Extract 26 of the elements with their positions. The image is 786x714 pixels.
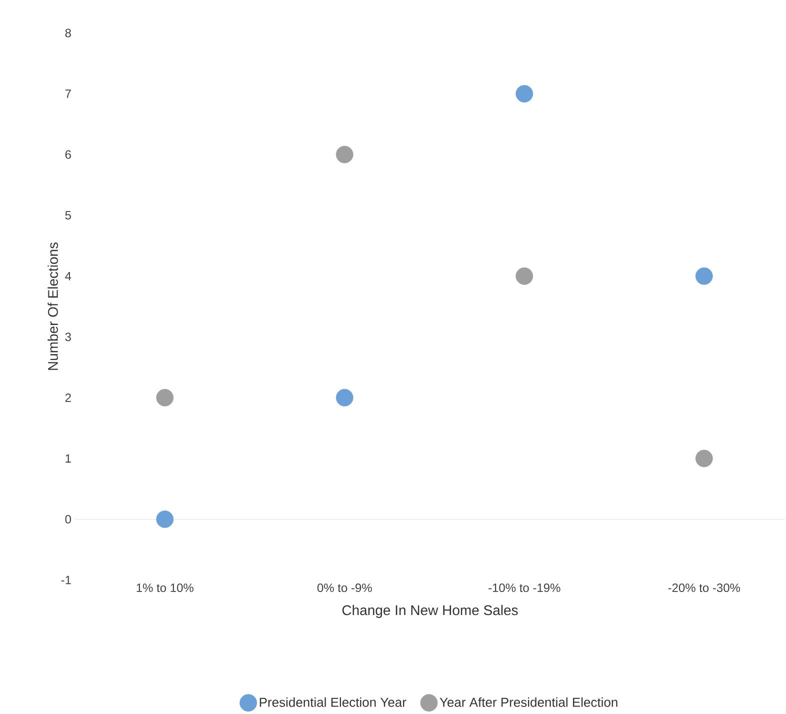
y-tick-label: 5 bbox=[65, 211, 71, 220]
x-tick-label: 1% to 10% bbox=[136, 584, 194, 592]
point bbox=[336, 388, 354, 406]
x-tick-label: -20% to -30% bbox=[668, 584, 740, 592]
point bbox=[695, 267, 713, 285]
point bbox=[695, 450, 713, 468]
y-tick-label: 1 bbox=[66, 454, 71, 463]
y-tick-label: 8 bbox=[65, 28, 71, 38]
legend-label: Presidential Election Year bbox=[260, 697, 406, 707]
x-tick-label: -10% to -19% bbox=[488, 584, 560, 592]
y-tick-label: 0 bbox=[65, 514, 72, 524]
point bbox=[156, 388, 174, 406]
point bbox=[516, 267, 534, 285]
y-tick-label: 7 bbox=[65, 90, 71, 98]
y-tick-label: 2 bbox=[65, 393, 71, 402]
y-tick-label: 4 bbox=[65, 272, 72, 280]
x-axis-title: Change In New Home Sales bbox=[342, 604, 518, 618]
legend-label: Year After Presidential Election bbox=[440, 697, 618, 707]
point bbox=[156, 510, 174, 528]
point bbox=[516, 85, 534, 102]
x-tick-label: 0% to -9% bbox=[317, 584, 372, 592]
point bbox=[336, 146, 354, 164]
y-axis-title: Number Of Elections bbox=[48, 242, 58, 370]
y-tick-label: 6 bbox=[65, 150, 71, 159]
y-tick-label: 3 bbox=[65, 332, 71, 342]
y-tick-label: -1 bbox=[61, 576, 71, 584]
